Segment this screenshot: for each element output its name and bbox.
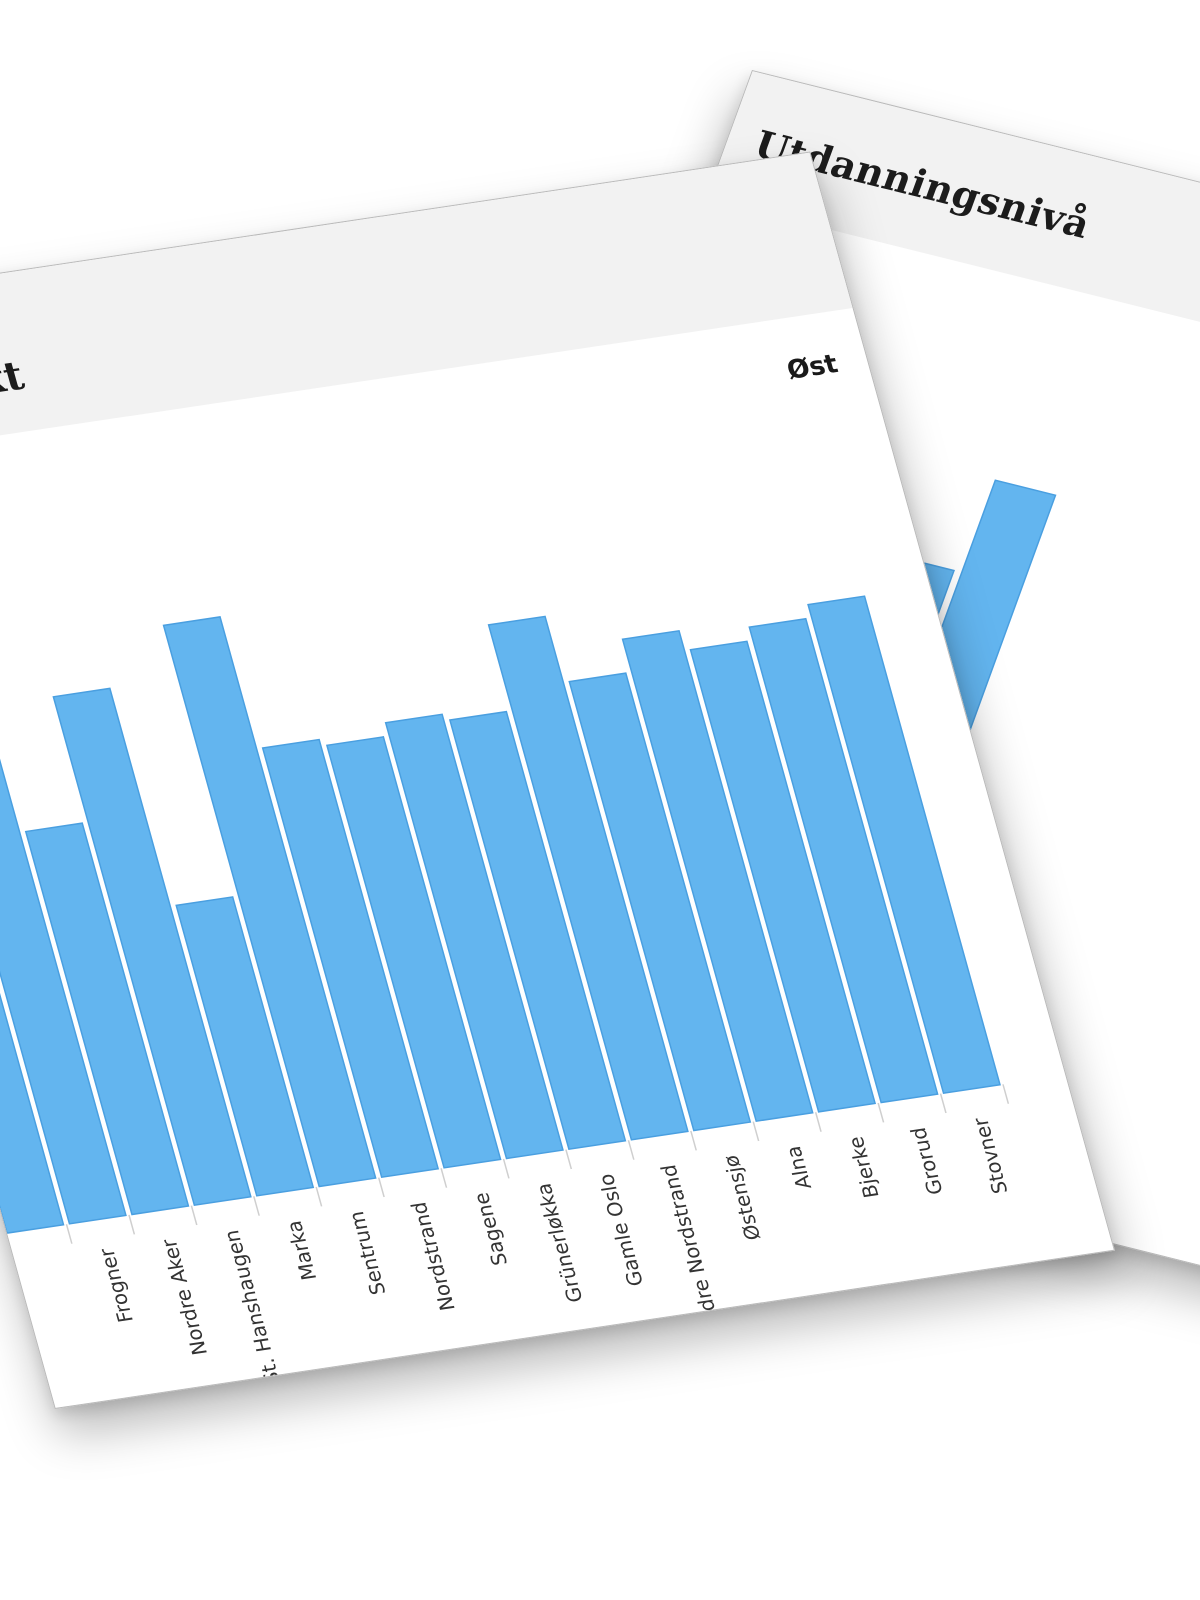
x-tick-label-0-9: Gamle Oslo bbox=[593, 1172, 648, 1288]
bar-0-13 bbox=[689, 640, 877, 1113]
x-tick-label-0-8: Grünerløkka bbox=[531, 1182, 588, 1304]
x-tick-0-7 bbox=[502, 1158, 510, 1179]
bar-0-6 bbox=[261, 738, 440, 1178]
x-tick-0-6 bbox=[440, 1168, 448, 1188]
bar-0-0 bbox=[0, 741, 65, 1234]
x-tick-0-11 bbox=[752, 1121, 760, 1142]
bar-0-15 bbox=[807, 595, 1001, 1095]
bar-0-3 bbox=[52, 687, 252, 1206]
x-tick-label-0-14: Grorud bbox=[906, 1126, 948, 1197]
x-tick-0-1 bbox=[128, 1214, 136, 1235]
bar-0-11 bbox=[568, 672, 752, 1132]
x-tick-0-8 bbox=[565, 1149, 573, 1170]
x-tick-0-4 bbox=[315, 1186, 323, 1207]
x-tick-0-0 bbox=[65, 1224, 73, 1244]
bar-0-9 bbox=[448, 710, 627, 1151]
x-tick-label-0-3: St. Hanshaugen bbox=[219, 1228, 285, 1386]
x-tick-label-0-5: Sentrum bbox=[344, 1210, 391, 1297]
income-card-title: ntekt bbox=[0, 352, 30, 416]
bar-0-14 bbox=[748, 617, 939, 1104]
x-tick-label-0-15: Stovner bbox=[968, 1116, 1013, 1196]
bar-0-8 bbox=[384, 713, 564, 1160]
bar-0-12 bbox=[621, 629, 814, 1123]
x-tick-0-3 bbox=[253, 1196, 260, 1216]
bar-0-7 bbox=[325, 736, 502, 1169]
x-tick-label-0-1: Frogner bbox=[94, 1246, 138, 1324]
x-tick-label-0-7: Sagene bbox=[469, 1191, 513, 1267]
x-tick-label-0-13: Bjerke bbox=[843, 1135, 884, 1200]
bar-0-1 bbox=[0, 752, 127, 1225]
x-tick-label-0-10: ndre Nordstrand bbox=[656, 1163, 724, 1325]
bar-0-4 bbox=[175, 896, 315, 1197]
x-tick-label-0-11: Østensjø bbox=[718, 1154, 765, 1242]
bar-0-5 bbox=[162, 616, 377, 1188]
x-tick-label-0-12: Alna bbox=[781, 1144, 817, 1190]
x-tick-0-13 bbox=[877, 1102, 885, 1123]
x-tick-0-15 bbox=[1002, 1084, 1010, 1104]
x-tick-0-12 bbox=[814, 1112, 822, 1132]
bar-0-2 bbox=[24, 822, 190, 1216]
x-tick-0-10 bbox=[690, 1130, 697, 1151]
income-chart-card: ntekt Øst Frogner Nordre Aker St. Hanshaug… bbox=[0, 151, 1116, 1410]
x-tick-label-0-2: Nordre Aker bbox=[156, 1237, 212, 1357]
x-tick-0-14 bbox=[939, 1093, 947, 1114]
x-tick-0-9 bbox=[627, 1140, 635, 1160]
x-tick-0-2 bbox=[190, 1205, 198, 1226]
bar-0-10 bbox=[487, 615, 689, 1141]
x-tick-label-0-4: Marka bbox=[281, 1219, 321, 1282]
x-tick-label-0-6: Nordstrand bbox=[406, 1200, 460, 1312]
x-tick-0-5 bbox=[377, 1177, 385, 1198]
